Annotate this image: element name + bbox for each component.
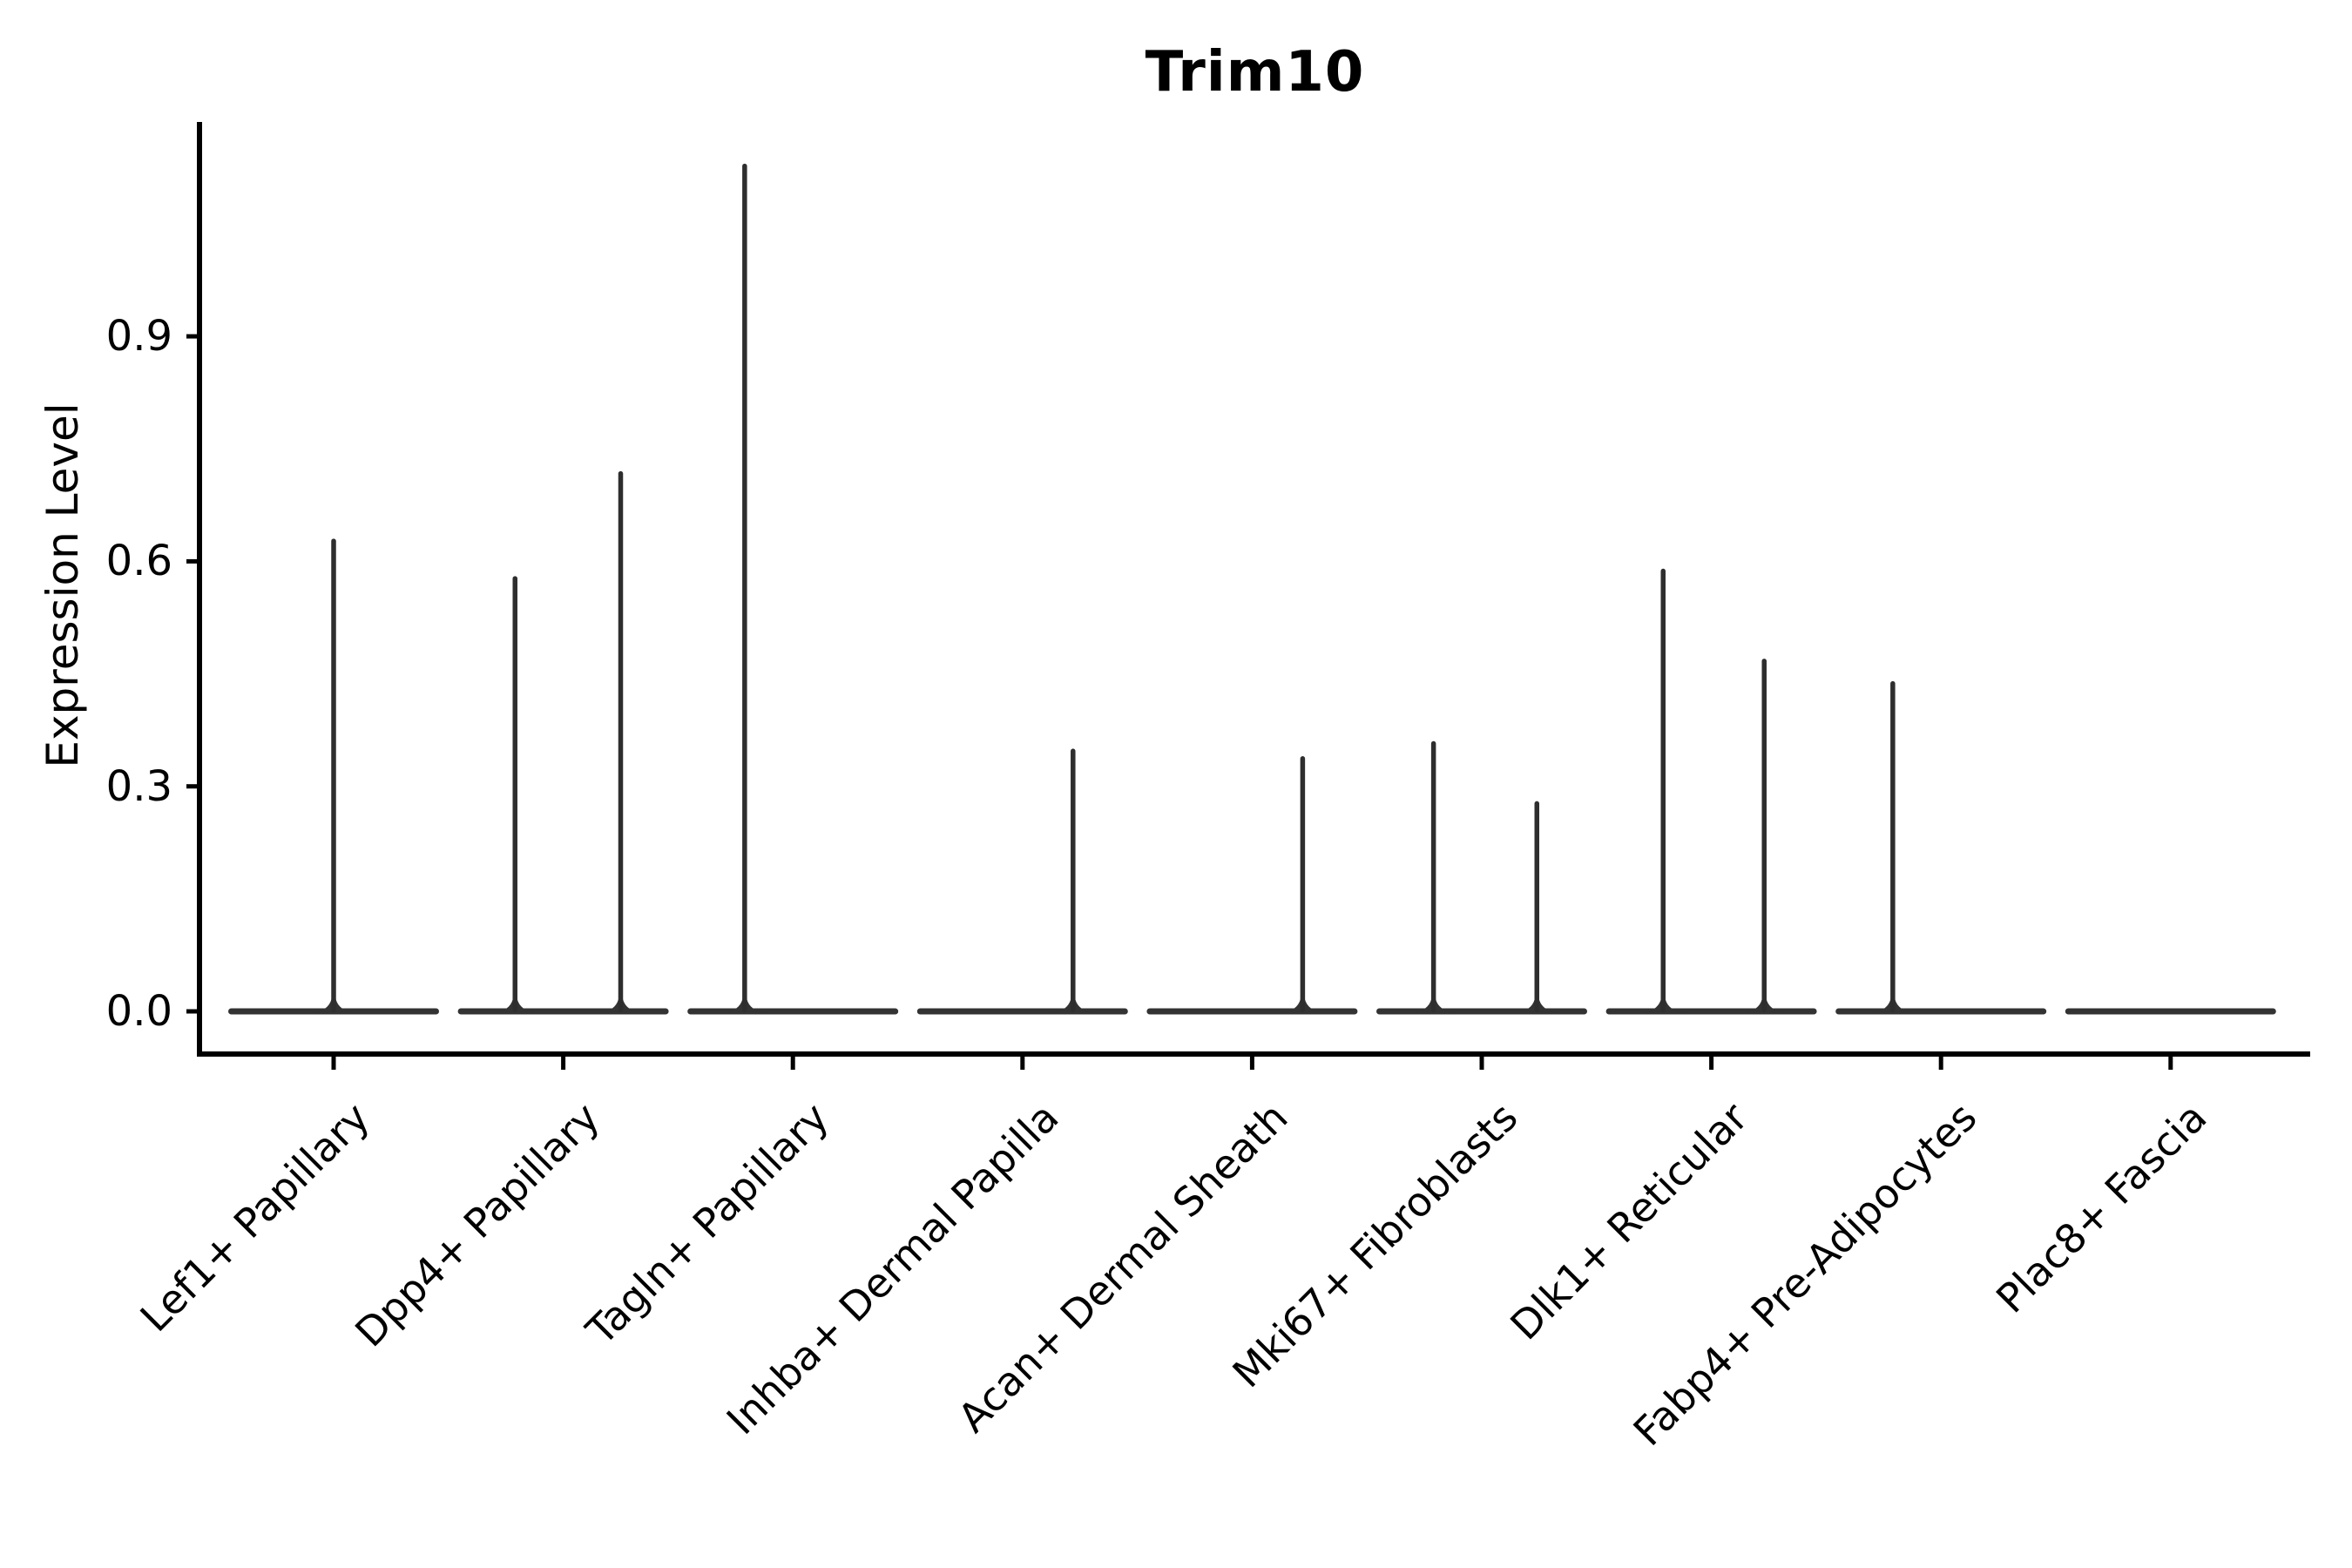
plot-title: Trim10 [1145, 40, 1365, 105]
violin-body [687, 1008, 899, 1015]
violin-body [1605, 1008, 1817, 1015]
violin-body [916, 1008, 1128, 1015]
violin-body [1376, 1008, 1587, 1015]
violin-body [457, 1008, 669, 1015]
violin-body [1835, 1008, 2047, 1015]
violin-body [1146, 1008, 1358, 1015]
violin-body [2065, 1008, 2276, 1015]
